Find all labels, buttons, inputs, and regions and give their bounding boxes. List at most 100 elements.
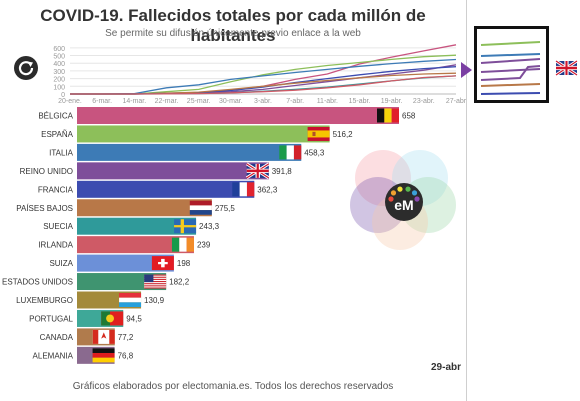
flag-de-icon: [92, 348, 115, 363]
x-tick-label: 30-mar.: [219, 98, 243, 105]
bar: [77, 125, 330, 143]
logo-dot: [388, 196, 394, 202]
bar-category-label: ALEMANIA: [33, 351, 74, 360]
flag-es-icon: [307, 126, 330, 141]
timeline-play-icon[interactable]: [461, 62, 472, 78]
flag-nl-icon: [189, 200, 212, 215]
logo-dot: [411, 190, 418, 196]
bar-category-label: CANADA: [40, 333, 74, 342]
zoom-line: [480, 53, 541, 57]
flag-part: [186, 237, 194, 252]
flag-ie-icon: [171, 237, 194, 252]
flag-part: [101, 332, 107, 339]
bar-category-label: IRLANDA: [38, 241, 73, 250]
flag-uk-icon: [555, 59, 578, 77]
zoom-line: [480, 92, 541, 95]
bar-value-label: 516,2: [333, 130, 354, 139]
flag-lu-icon: [119, 293, 142, 307]
bar-category-label: BÉLGICA: [38, 112, 73, 121]
flag-part: [144, 281, 167, 283]
flag-part: [119, 302, 142, 307]
bar: [77, 107, 399, 124]
bar-value-label: 94,5: [126, 314, 142, 323]
bar: [77, 273, 167, 291]
flag-part: [189, 210, 212, 215]
bar-value-label: 182,2: [169, 278, 190, 287]
zoom-line: [480, 58, 541, 64]
x-tick-label: 15-abr.: [349, 98, 371, 105]
flag-part: [312, 131, 316, 137]
bar-category-label: PAÍSES BAJOS: [16, 204, 73, 213]
x-tick-label: 27-abr: [446, 98, 467, 105]
series-line: [70, 75, 457, 95]
logo-text: eM: [394, 197, 413, 213]
flag-se-icon: [174, 219, 197, 234]
bar-category-label: PORTUGAL: [29, 314, 73, 323]
bar-category-label: ESPAÑA: [41, 130, 74, 139]
bar: [77, 199, 212, 217]
electomania-logo: eM: [350, 150, 456, 250]
bar-value-label: 362,3: [257, 185, 278, 194]
flag-part: [106, 314, 114, 323]
zoom-line: [480, 83, 541, 87]
zoom-line: [480, 68, 541, 73]
y-tick-label: 500: [53, 54, 65, 61]
flag-part: [189, 205, 212, 211]
x-tick-label: 6-mar.: [92, 98, 112, 105]
bar: [77, 217, 197, 235]
y-tick-label: 300: [53, 69, 65, 76]
bar-value-label: 243,3: [199, 222, 220, 231]
x-tick-label: 23-abr.: [413, 98, 435, 105]
bar-value-label: 275,5: [215, 204, 236, 213]
flag-uk-icon: [245, 162, 270, 180]
x-tick-label: 20-ene.: [58, 98, 82, 105]
bar-value-label: 77,2: [118, 333, 134, 342]
flag-ca-icon: [92, 329, 115, 344]
bar: [77, 162, 269, 180]
flag-part: [119, 297, 142, 303]
bar-value-label: 658: [402, 112, 416, 121]
logo-dot: [397, 186, 403, 192]
bar: [77, 236, 194, 254]
logo-dot: [390, 190, 397, 196]
x-tick-label: 25-mar.: [187, 98, 211, 105]
flag-part: [307, 130, 330, 138]
flag-part: [377, 108, 385, 123]
bar-category-label: ESTADOS UNIDOS: [2, 278, 73, 287]
chart-title: COVID-19. Fallecidos totales por cada mi…: [40, 6, 426, 45]
bar-value-label: 76,8: [118, 351, 134, 360]
flag-part: [384, 108, 392, 123]
flag-part: [246, 169, 269, 173]
bar-category-label: SUIZA: [49, 259, 73, 268]
flag-fr-icon: [232, 182, 255, 197]
bar-value-label: 458,3: [304, 148, 325, 157]
date-label: 29-abr: [431, 362, 462, 373]
bar-category-label: SUECIA: [43, 222, 73, 231]
flag-part: [144, 274, 167, 276]
series-line: [70, 64, 457, 95]
y-tick-label: 100: [53, 84, 65, 91]
flag-part: [92, 348, 115, 354]
flag-part: [144, 283, 167, 285]
bar-category-label: FRANCIA: [38, 185, 74, 194]
y-tick-label: 400: [53, 61, 65, 68]
bar: [77, 143, 302, 161]
flag-part: [239, 182, 247, 197]
flag-us-icon: [144, 274, 167, 289]
flag-part: [119, 293, 142, 298]
flag-part: [246, 182, 255, 197]
zoom-line: [480, 65, 541, 81]
flag-part: [391, 108, 399, 123]
replay-icon[interactable]: [14, 56, 38, 80]
flag-part: [109, 329, 115, 344]
flag-part: [144, 276, 167, 278]
chart-panel: COVID-19. Fallecidos totales por cada mi…: [40, 0, 467, 401]
zoom-line: [480, 41, 541, 46]
flag-part: [174, 225, 197, 228]
flag-part: [158, 261, 168, 265]
bar-category-label: REINO UNIDO: [20, 167, 73, 176]
bar: [77, 180, 255, 198]
bar: [77, 254, 174, 272]
logo-dot: [405, 186, 411, 192]
